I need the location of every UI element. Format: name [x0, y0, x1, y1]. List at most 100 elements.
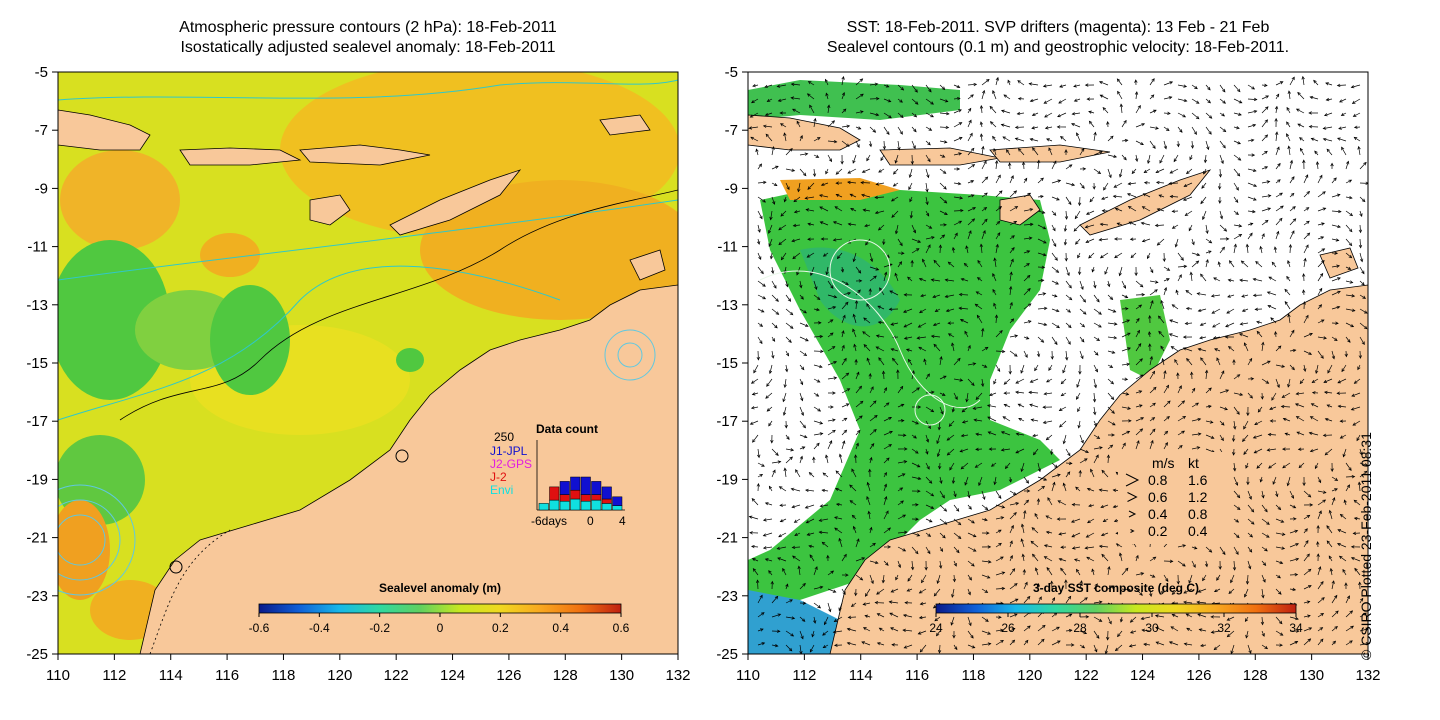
velocity-arrow-head — [815, 154, 820, 158]
velocity-arrow — [751, 406, 759, 409]
velocity-arrow-head — [1195, 100, 1200, 104]
velocity-arrow — [782, 392, 787, 402]
velocity-arrow-head — [1248, 549, 1253, 553]
velocity-arrow — [753, 364, 759, 373]
velocity-arrow — [937, 448, 941, 457]
velocity-arrow-head — [877, 320, 882, 325]
velocity-arrow — [918, 346, 927, 352]
velocity-arrow-head — [970, 634, 974, 639]
velocity-arrow — [1186, 627, 1193, 632]
velocity-arrow-head — [857, 429, 861, 434]
velocity-arrow-head — [868, 288, 872, 292]
velocity-arrow-head — [939, 480, 943, 484]
velocity-arrow — [925, 504, 934, 509]
right-x-tick-label: 130 — [1299, 667, 1324, 684]
velocity-arrow-head — [1287, 145, 1291, 150]
velocity-arrow — [911, 98, 919, 105]
velocity-arrow-head — [787, 298, 792, 302]
velocity-arrow — [1177, 252, 1184, 261]
left-y-tick-label: -19 — [26, 471, 48, 488]
velocity-arrow-head — [964, 330, 968, 335]
velocity-arrow-head — [834, 527, 838, 531]
velocity-arrow — [785, 644, 793, 652]
velocity-arrow — [931, 279, 941, 282]
velocity-arrow-head — [1088, 120, 1093, 125]
velocity-arrow-head — [1324, 417, 1329, 422]
colorbar-tick-label: 0.2 — [492, 621, 509, 635]
velocity-arrow — [1030, 378, 1039, 383]
velocity-arrow-head — [1040, 177, 1044, 182]
velocity-arrow — [1247, 232, 1253, 240]
velocity-arrow-head — [983, 207, 988, 211]
velocity-arrow — [771, 196, 775, 205]
velocity-arrow — [1051, 474, 1061, 478]
velocity-arrow-head — [941, 154, 946, 158]
velocity-arrow — [1023, 569, 1025, 576]
velocity-arrow-head — [877, 305, 881, 309]
data-count-bar-segment — [580, 494, 591, 502]
velocity-arrow — [1295, 403, 1305, 408]
velocity-arrow — [1186, 168, 1193, 174]
velocity-arrow — [1135, 374, 1143, 380]
velocity-arrow-head — [1278, 591, 1282, 595]
velocity-arrow-head — [875, 182, 880, 186]
velocity-arrow-head — [1277, 179, 1281, 183]
velocity-arrow-head — [1007, 79, 1011, 84]
velocity-arrow — [1065, 336, 1071, 345]
velocity-arrow — [981, 176, 988, 184]
velocity-arrow — [1065, 266, 1070, 276]
velocity-arrow-head — [1261, 494, 1265, 499]
velocity-arrow-head — [941, 234, 946, 238]
velocity-arrow — [1331, 194, 1341, 198]
velocity-arrow-head — [1071, 123, 1075, 127]
velocity-arrow — [1243, 448, 1249, 455]
velocity-arrow — [763, 546, 773, 549]
velocity-arrow-head — [790, 96, 795, 100]
velocity-arrow — [822, 489, 829, 492]
velocity-arrow-head — [989, 105, 994, 110]
velocity-arrow-head — [1020, 468, 1024, 473]
velocity-arrow-head — [981, 327, 985, 332]
velocity-arrow-head — [1297, 91, 1301, 96]
velocity-arrow — [1287, 260, 1291, 268]
velocity-arrow — [953, 504, 960, 512]
velocity-arrow-head — [1017, 403, 1022, 407]
velocity-arrow-head — [866, 357, 870, 362]
velocity-arrow-head — [773, 182, 778, 186]
velocity-arrow-head — [1315, 161, 1320, 165]
velocity-arrow — [1324, 112, 1333, 116]
velocity-arrow — [771, 470, 776, 478]
velocity-arrow — [1141, 222, 1151, 226]
velocity-arrow-head — [998, 542, 1002, 547]
velocity-arrow-head — [751, 392, 756, 396]
velocity-arrow — [1009, 502, 1019, 506]
left-colorbar: Sealevel anomaly (m)-0.6 -0.4 -0.2 0 0.2 0.4 0… — [249, 581, 630, 635]
velocity-arrow-head — [1264, 134, 1269, 138]
velocity-arrow-head — [762, 296, 767, 300]
velocity-arrow — [1135, 154, 1138, 162]
velocity-arrow — [1247, 223, 1253, 226]
velocity-arrow-head — [783, 384, 787, 389]
velocity-arrow — [1093, 406, 1096, 415]
velocity-arrow — [1023, 223, 1033, 226]
velocity-arrow — [771, 461, 781, 464]
velocity-arrow — [1275, 192, 1283, 198]
left-x-tick-label: 130 — [609, 667, 634, 684]
velocity-arrow-head — [759, 215, 763, 220]
colorbar-tick-label: 0.6 — [613, 621, 630, 635]
velocity-arrow-head — [874, 82, 879, 86]
velocity-arrow-head — [1055, 309, 1060, 313]
velocity-arrow-head — [907, 358, 912, 363]
velocity-arrow — [825, 168, 829, 174]
velocity-arrow — [809, 472, 815, 478]
velocity-arrow — [1129, 644, 1137, 647]
velocity-arrow-head — [1308, 111, 1312, 115]
velocity-arrow — [1037, 160, 1040, 170]
velocity-arrow-head — [1011, 247, 1015, 251]
velocity-arrow-head — [1042, 226, 1047, 230]
velocity-arrow — [1074, 98, 1081, 102]
velocity-arrow — [1233, 560, 1236, 571]
velocity-arrow — [1051, 180, 1061, 184]
velocity-arrow — [1324, 391, 1333, 394]
velocity-arrow-head — [852, 525, 856, 530]
